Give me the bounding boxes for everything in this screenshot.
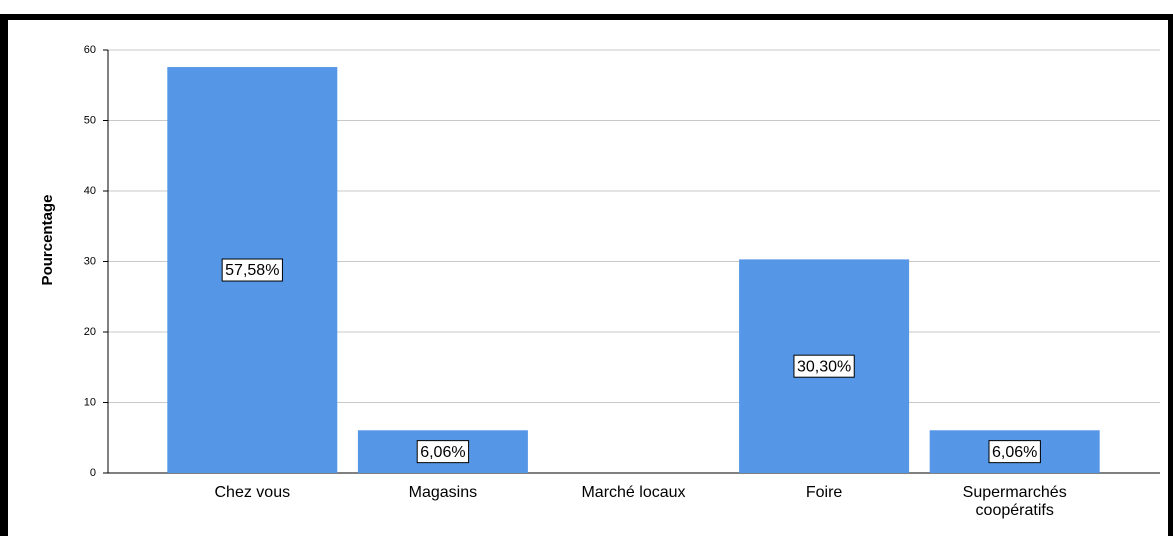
x-tick-label: Foire: [805, 484, 843, 501]
y-tick-label: 50: [84, 114, 96, 126]
y-tick-label: 0: [90, 467, 96, 479]
y-tick-label: 60: [84, 44, 96, 56]
value-label: 57,58%: [225, 262, 279, 279]
value-label-box: [221, 258, 283, 282]
x-tick-label: Magasins: [408, 484, 478, 501]
y-tick-label: 10: [84, 396, 96, 408]
value-label: 6,06%: [992, 444, 1037, 461]
y-axis-label: Pourcentage: [39, 195, 56, 286]
value-label: 30,30%: [797, 358, 851, 375]
y-tick-label: 40: [84, 185, 96, 197]
value-label: 6,06%: [420, 444, 465, 461]
value-label-box: [416, 440, 470, 464]
x-tick-label: Supermarchés coopératifs: [962, 484, 1067, 519]
y-tick-label: 30: [84, 255, 96, 267]
x-tick-label: Chez vous: [214, 484, 291, 501]
value-label-box: [988, 440, 1041, 464]
value-label-box: [793, 354, 855, 378]
x-tick-label: Marché locaux: [581, 484, 686, 501]
frame: [0, 14, 1173, 536]
y-tick-label: 20: [84, 326, 96, 338]
